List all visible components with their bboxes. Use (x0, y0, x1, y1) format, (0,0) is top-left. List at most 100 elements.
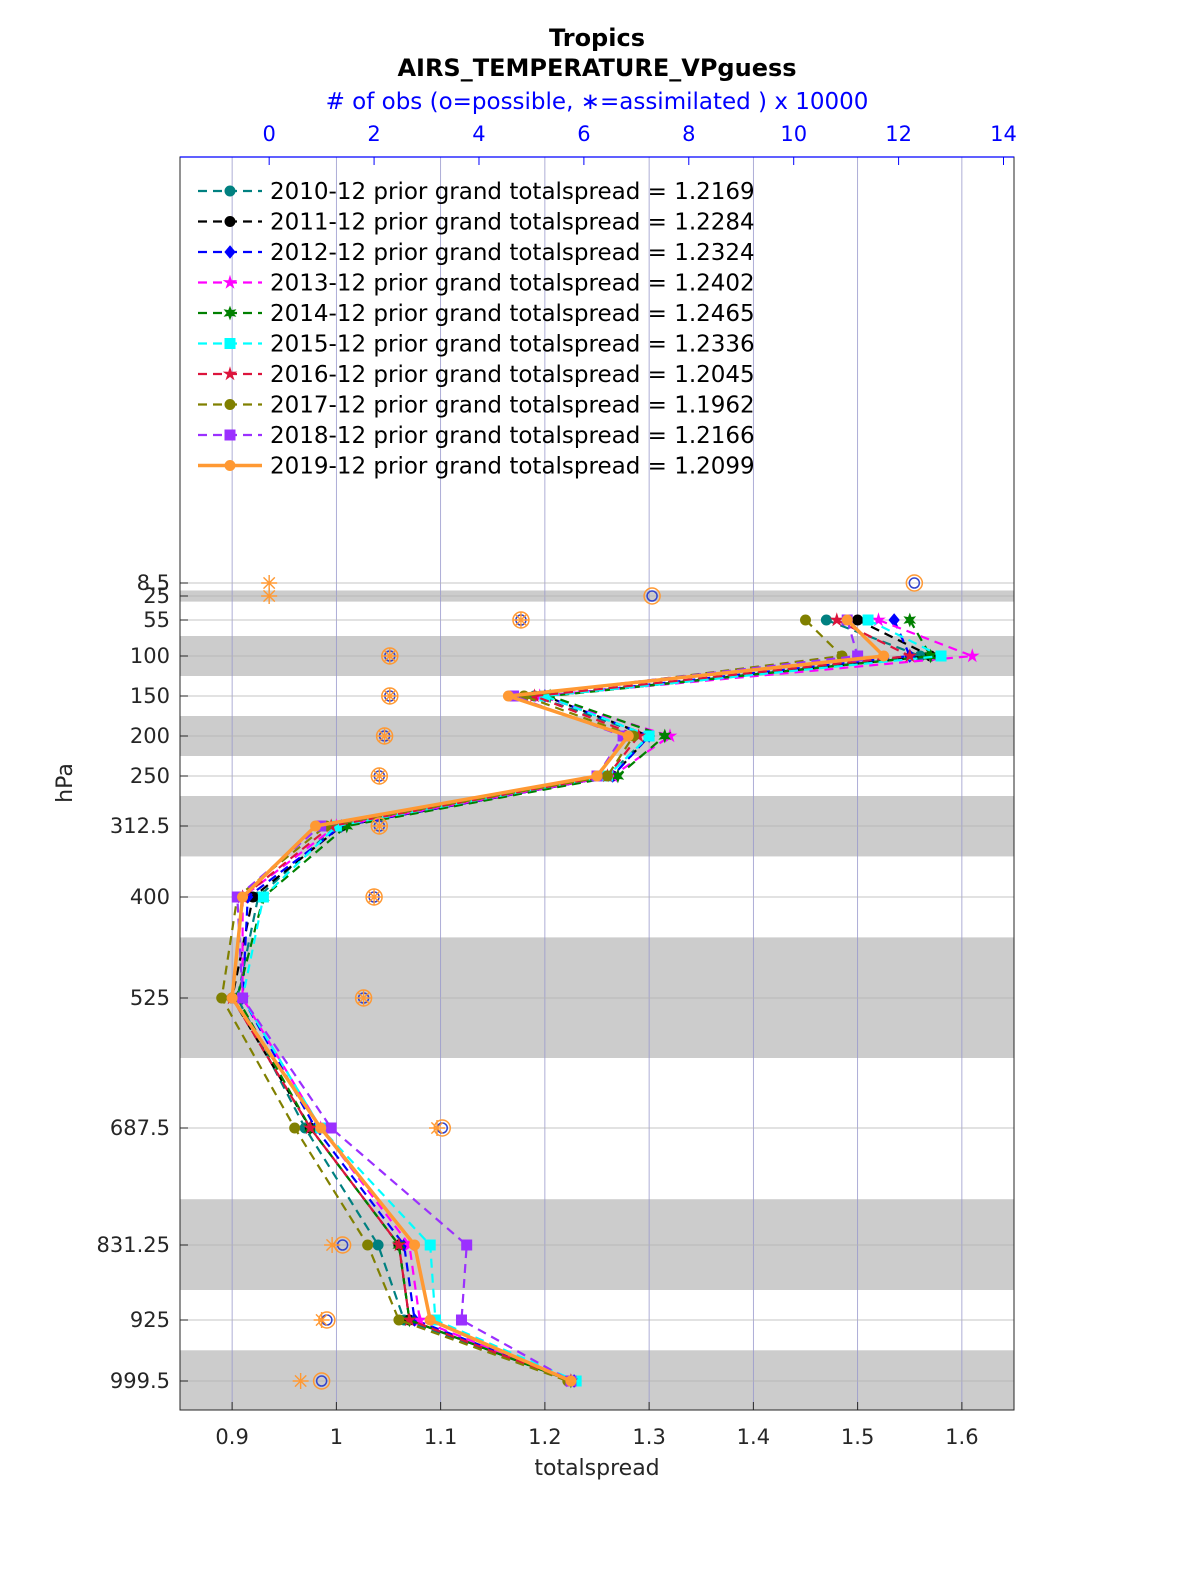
x-tick-label-2: 1.1 (424, 1425, 457, 1449)
series-9-point-2 (502, 690, 514, 702)
x-tick-label-5: 1.4 (737, 1425, 770, 1449)
legend-marker-8 (224, 429, 236, 441)
series-line-8 (236, 619, 860, 1382)
legend-marker-3 (222, 274, 238, 289)
obs-assimilated-stroke-11-3 (325, 1238, 339, 1252)
chart-title: Tropics (549, 24, 645, 52)
obs-assimilated-11 (324, 1237, 341, 1253)
legend-entry-3: 2013-12 prior grand totalspread = 1.2402 (198, 271, 755, 297)
series-7-point-0 (800, 614, 811, 626)
obs-possible-0 (905, 574, 924, 592)
series-9 (226, 614, 890, 1387)
y-axis-label: hPa (53, 763, 78, 803)
obs-assimilated-stroke-10-3 (430, 1121, 444, 1135)
series-6-point-1 (902, 648, 918, 663)
legend-marker-7 (224, 399, 236, 410)
series-line-6 (230, 619, 914, 1383)
series-lines (216, 612, 980, 1389)
y-tick-label-6: 250 (130, 764, 170, 788)
series-9-point-9 (409, 1239, 421, 1251)
series-5-point-6 (257, 891, 269, 903)
obs-possible-13 (312, 1372, 331, 1390)
shaded-band-6 (180, 1350, 1014, 1410)
obs-assimilated-stroke-13-3 (294, 1374, 307, 1388)
obs-assimilated-6 (371, 768, 388, 784)
series-0-point-9 (372, 1239, 384, 1251)
x-tick-label-6: 1.5 (841, 1425, 874, 1449)
series-9-point-5 (310, 820, 322, 832)
series-7-point-8 (289, 1122, 301, 1134)
y-tick-label-12: 925 (130, 1308, 170, 1332)
series-line-3 (241, 618, 973, 1383)
x-tick-label-0: 0.9 (215, 1425, 248, 1449)
y-tick-label-10: 687.5 (110, 1116, 170, 1140)
legend-label-3: 2013-12 prior grand totalspread = 1.2402 (270, 271, 755, 297)
top-axis-ticks: 0 2 4 6 8 10 12 14 (262, 122, 1017, 165)
legend-label-9: 2019-12 prior grand totalspread = 1.2099 (270, 454, 755, 480)
series-7-point-9 (362, 1239, 374, 1251)
y-tick-label-9: 525 (130, 986, 170, 1010)
y-tick-label-7: 312.5 (110, 814, 170, 838)
obs-possible-1 (643, 587, 661, 605)
y-tick-label-4: 150 (130, 684, 170, 708)
legend-marker-2 (224, 245, 236, 259)
legend-entry-5: 2015-12 prior grand totalspread = 1.2336 (198, 332, 755, 358)
series-6-point-9 (391, 1237, 407, 1252)
series-9-point-10 (424, 1314, 436, 1326)
series-4-point-3 (658, 728, 672, 744)
shaded-bands (180, 590, 1014, 1410)
legend-label-2: 2012-12 prior grand totalspread = 1.2324 (270, 240, 755, 266)
obs-possible-inner-0 (908, 577, 921, 589)
series-9-point-3 (622, 730, 634, 742)
series-7-point-7 (216, 992, 228, 1004)
top-tick-label-6: 12 (885, 122, 912, 146)
y-tick-label-0: 8.5 (137, 571, 170, 595)
top-tick-label-4: 8 (682, 122, 695, 146)
series-8-point-8 (325, 1122, 337, 1134)
series-9-point-0 (841, 614, 853, 626)
legend-marker-9 (224, 460, 236, 471)
series-6-point-8 (303, 1120, 318, 1135)
legend-entry-9: 2019-12 prior grand totalspread = 1.2099 (198, 454, 755, 480)
obs-assimilated-8 (366, 889, 383, 905)
series-5-point-0 (862, 614, 874, 626)
series-9-point-4 (591, 770, 603, 782)
series-line-9 (230, 618, 888, 1383)
top-axis-label: # of obs (o=possible, ∗=assimilated ) x … (326, 89, 869, 115)
series-9-point-8 (315, 1122, 327, 1134)
y-tick-label-8: 400 (130, 885, 170, 909)
obs-assimilated-stroke-0-3 (263, 576, 276, 590)
legend-marker-6 (222, 366, 238, 381)
legend-marker-5 (224, 338, 236, 349)
series-8-point-1 (852, 650, 864, 662)
legend-entry-7: 2017-12 prior grand totalspread = 1.1962 (198, 393, 755, 419)
top-tick-label-2: 4 (472, 122, 485, 146)
obs-assimilated-12 (313, 1312, 330, 1328)
y-tick-label-1: 25 (143, 584, 170, 608)
obs-assimilated-7 (371, 818, 388, 834)
obs-markers (261, 574, 924, 1390)
series-8-point-10 (455, 1314, 467, 1326)
series-1-point-0 (852, 614, 864, 626)
series-7-point-10 (393, 1314, 405, 1326)
legend-marker-0 (224, 185, 236, 197)
series-9-point-6 (237, 891, 249, 903)
legend-label-4: 2014-12 prior grand totalspread = 1.2465 (270, 301, 755, 327)
obs-assimilated-4 (381, 688, 398, 704)
legend-entry-1: 2011-12 prior grand totalspread = 1.2284 (198, 210, 755, 236)
series-3-point-0 (871, 612, 886, 627)
obs-possible-inner-13 (315, 1375, 328, 1387)
top-tick-label-0: 0 (262, 122, 275, 146)
obs-assimilated-10 (429, 1120, 446, 1136)
legend-entry-8: 2018-12 prior grand totalspread = 1.2166 (198, 423, 755, 449)
y-tick-label-13: 999.5 (110, 1369, 170, 1393)
series-3-point-1 (965, 648, 980, 663)
legend-entry-2: 2012-12 prior grand totalspread = 1.2324 (198, 240, 755, 266)
x-axis-label: totalspread (534, 1456, 659, 1481)
legend-marker-1 (224, 216, 236, 227)
series-9-point-11 (565, 1375, 577, 1387)
series-8-point-7 (237, 992, 249, 1004)
obs-possible-inner-1 (646, 590, 658, 602)
